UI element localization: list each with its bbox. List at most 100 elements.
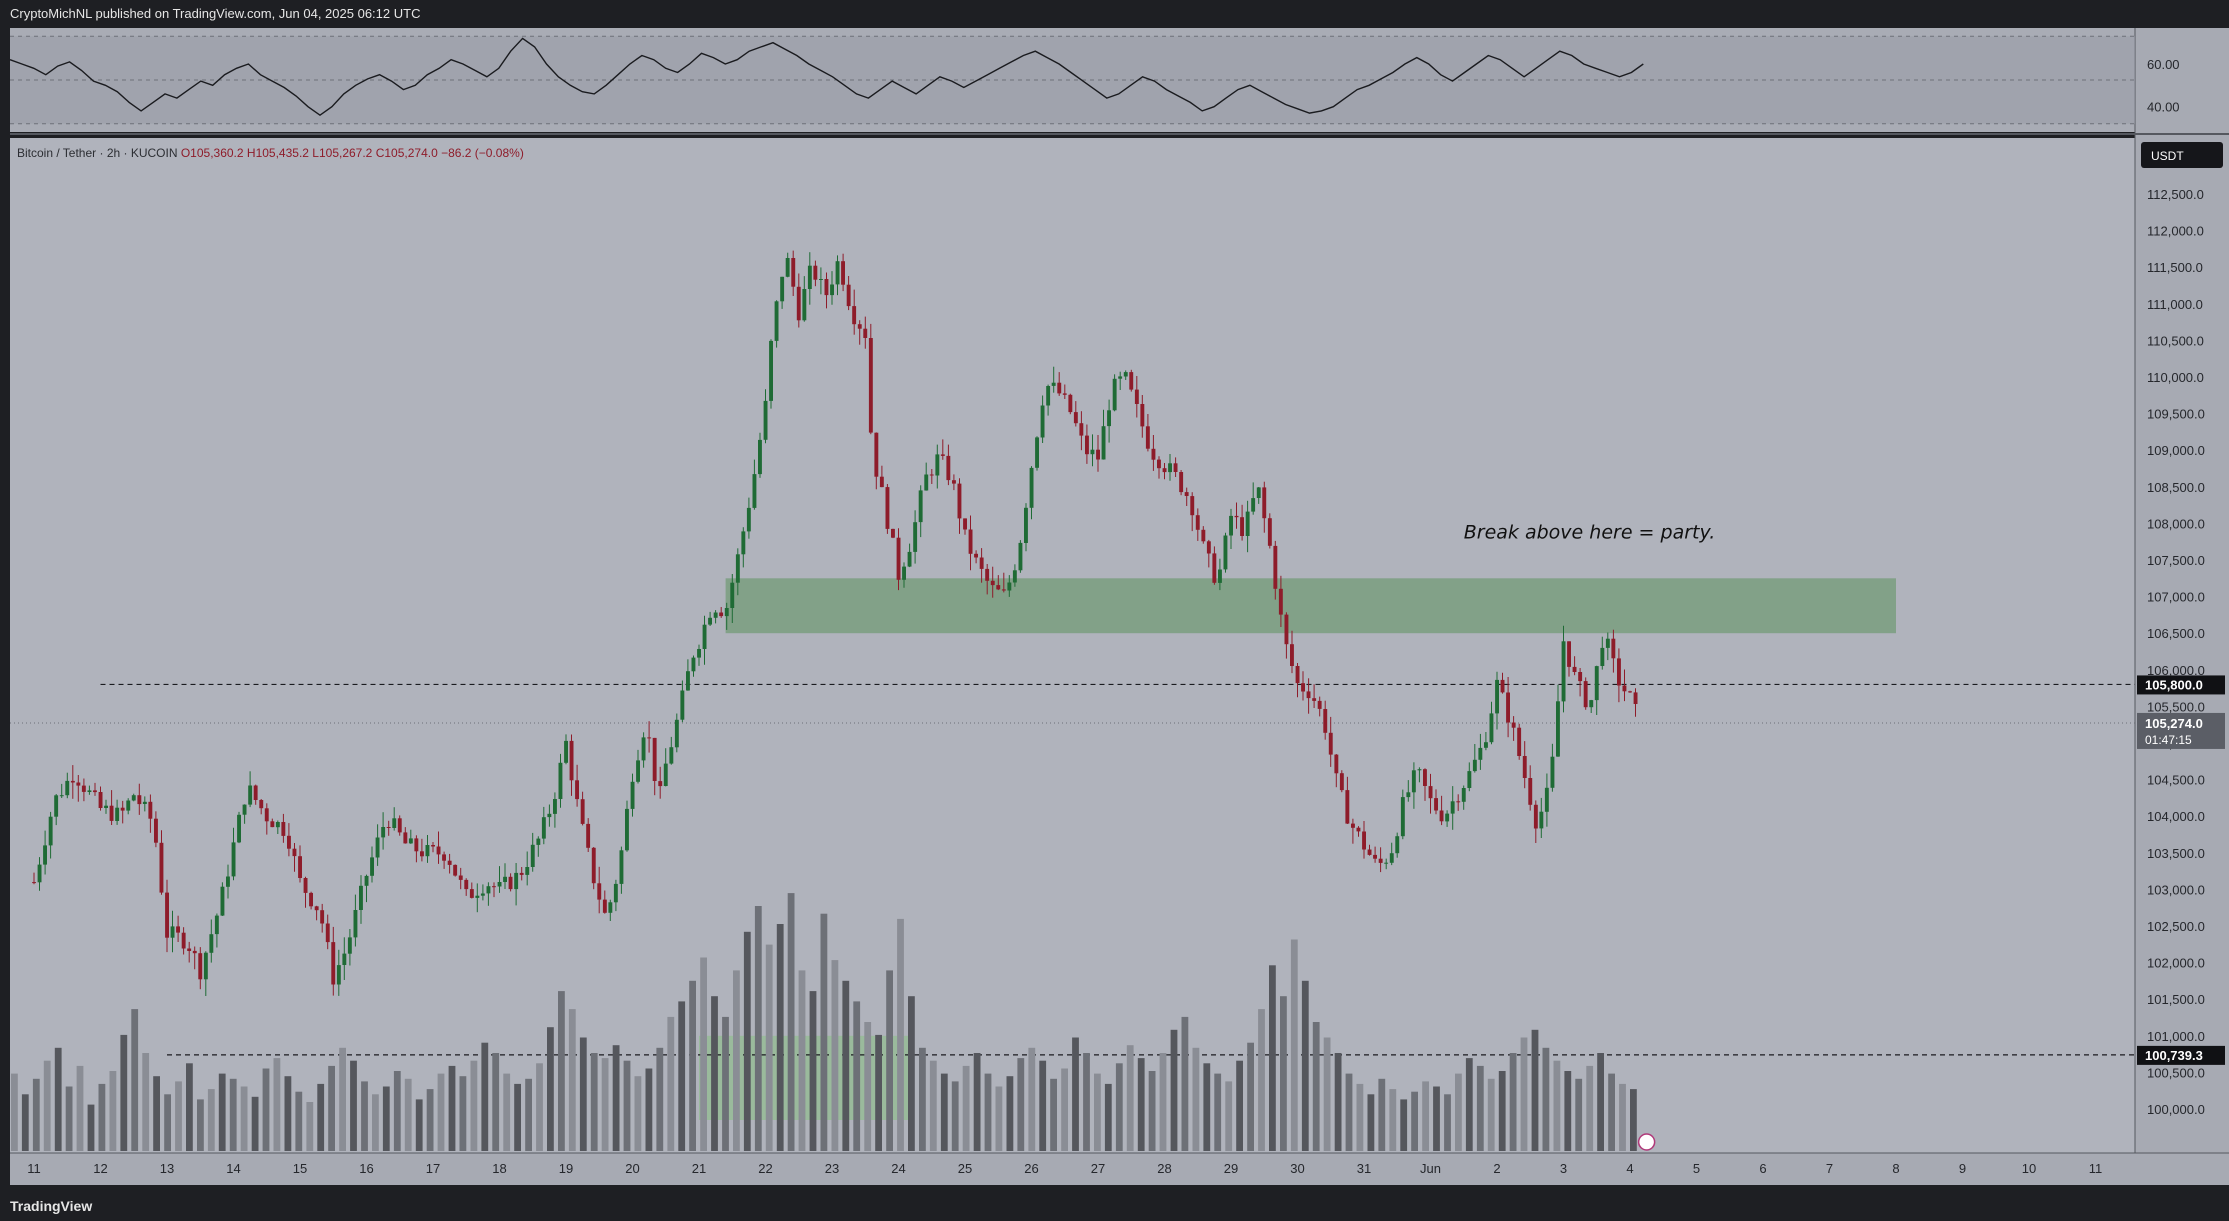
candle bbox=[952, 474, 956, 491]
candle bbox=[735, 548, 740, 596]
volume-bar bbox=[197, 1099, 204, 1151]
candle-body bbox=[1157, 459, 1161, 469]
price-tick-label: 102,000.0 bbox=[2147, 956, 2205, 971]
candle-body bbox=[1317, 700, 1322, 709]
support-badge bbox=[2137, 1045, 2225, 1065]
candle bbox=[1484, 732, 1488, 751]
candle bbox=[946, 444, 951, 486]
candle bbox=[674, 713, 679, 753]
candle-body bbox=[270, 821, 275, 828]
candle-body bbox=[1234, 515, 1239, 518]
candle-body bbox=[924, 474, 929, 491]
candle-body bbox=[37, 864, 42, 883]
candle bbox=[746, 497, 751, 539]
candle bbox=[1229, 508, 1233, 549]
price-tick-label: 112,000.0 bbox=[2147, 224, 2204, 239]
candle bbox=[1195, 508, 1200, 541]
volume-bar bbox=[1586, 1065, 1594, 1151]
volume-bar bbox=[1465, 1058, 1473, 1151]
candle bbox=[979, 548, 984, 583]
candle bbox=[597, 866, 602, 914]
volume-bar bbox=[1455, 1073, 1462, 1151]
candle bbox=[159, 830, 164, 895]
volume-bar bbox=[229, 1078, 237, 1151]
candle-body bbox=[636, 760, 640, 782]
candle bbox=[658, 766, 663, 799]
volume-bar bbox=[831, 960, 839, 1151]
date-tick-label: 6 bbox=[1759, 1161, 1766, 1176]
date-tick-label: 30 bbox=[1290, 1161, 1304, 1176]
candle bbox=[1218, 558, 1222, 591]
annotation-text: Break above here = party. bbox=[1464, 522, 1716, 544]
candle-body bbox=[813, 265, 818, 280]
candle bbox=[1328, 716, 1333, 767]
candle-body bbox=[708, 617, 712, 625]
candle bbox=[37, 857, 42, 891]
candle bbox=[1600, 636, 1605, 670]
volume-bar bbox=[1061, 1068, 1068, 1151]
candle-body bbox=[104, 805, 108, 808]
candle bbox=[314, 905, 319, 921]
candle-body bbox=[1611, 638, 1616, 659]
volume-bar bbox=[579, 1037, 587, 1151]
candle-body bbox=[181, 932, 186, 949]
candle-body bbox=[76, 782, 81, 786]
volume-bar bbox=[809, 991, 817, 1151]
candle bbox=[891, 528, 895, 539]
candle-body bbox=[586, 823, 591, 848]
candle-body bbox=[1301, 683, 1305, 692]
volume-bar bbox=[929, 1060, 937, 1151]
candle bbox=[1528, 765, 1533, 811]
candle-body bbox=[630, 781, 635, 809]
price-axis bbox=[2135, 28, 2229, 1153]
volume-bar bbox=[1476, 1065, 1484, 1151]
candle bbox=[414, 835, 419, 863]
candle bbox=[442, 851, 446, 869]
date-tick-label: 18 bbox=[492, 1161, 506, 1176]
candle bbox=[1572, 656, 1577, 676]
candle-body bbox=[1351, 823, 1355, 828]
date-tick-label: 21 bbox=[692, 1161, 706, 1176]
candle-body bbox=[59, 795, 64, 797]
candle bbox=[192, 946, 197, 970]
volume-bar bbox=[536, 1063, 543, 1151]
candle bbox=[115, 799, 120, 825]
candle-body bbox=[713, 612, 718, 618]
candle-body bbox=[1484, 742, 1488, 748]
candle bbox=[652, 737, 657, 796]
candle-body bbox=[891, 528, 895, 538]
candle bbox=[392, 807, 397, 831]
candle bbox=[1456, 794, 1461, 811]
candle-body bbox=[1511, 722, 1516, 728]
candle-body bbox=[1035, 437, 1039, 468]
candle bbox=[1417, 767, 1422, 783]
candle-body bbox=[242, 804, 247, 815]
candle-body bbox=[425, 845, 430, 857]
candle bbox=[408, 829, 413, 844]
candle-body bbox=[176, 926, 180, 933]
candle bbox=[791, 250, 796, 296]
candle-body bbox=[1295, 666, 1300, 684]
candle bbox=[187, 941, 192, 963]
price-tick-label: 112,500.0 bbox=[2147, 187, 2204, 202]
candle bbox=[1378, 847, 1383, 873]
volume-bar bbox=[568, 1009, 576, 1151]
date-tick-label: 23 bbox=[825, 1161, 839, 1176]
candle bbox=[935, 444, 940, 489]
volume-bar bbox=[1323, 1037, 1331, 1151]
candle-body bbox=[841, 261, 845, 285]
candle bbox=[630, 773, 635, 817]
candle-body bbox=[791, 258, 796, 287]
volume-bar bbox=[798, 970, 806, 1151]
candle bbox=[547, 804, 552, 827]
volume-bar bbox=[1542, 1047, 1550, 1151]
volume-bar bbox=[733, 970, 740, 1151]
candle bbox=[985, 564, 990, 595]
candle-body bbox=[314, 906, 319, 911]
candle-body bbox=[1245, 511, 1250, 536]
date-tick-label: 7 bbox=[1826, 1161, 1833, 1176]
candle-body bbox=[1328, 732, 1333, 755]
candle bbox=[1589, 699, 1594, 713]
candle bbox=[1500, 672, 1505, 694]
candle bbox=[364, 874, 369, 903]
